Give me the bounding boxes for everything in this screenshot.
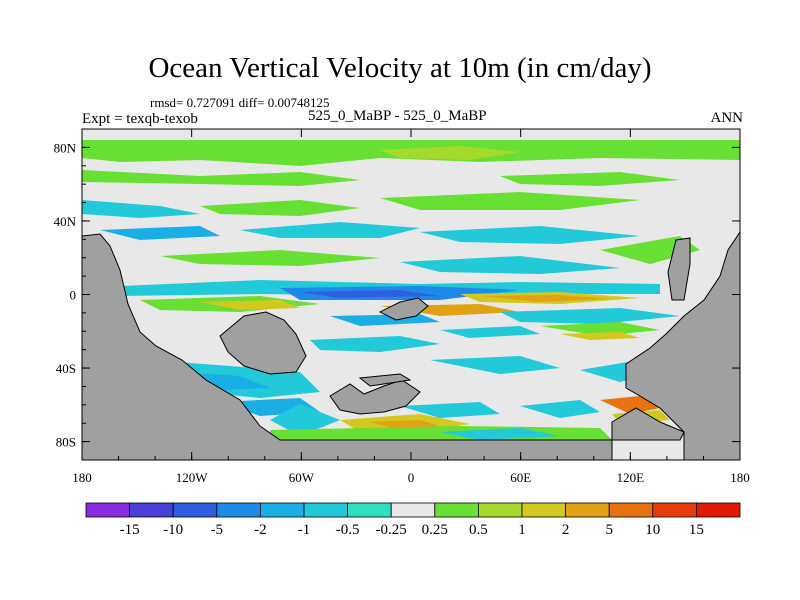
colorbar-label: -10 [163,522,183,538]
experiment-label: Expt = texqb-texob [82,111,198,127]
x-tick-label: 120W [176,470,209,485]
field-band [240,222,420,238]
colorbar-swatch [477,502,523,518]
colorbar-swatch [303,502,348,518]
colorbar-label: 10 [645,522,660,538]
field-band [82,170,360,186]
field-band [270,404,340,436]
land-mass [667,237,691,301]
field-band [380,192,640,210]
land-mass [329,379,421,415]
colorbar-swatch [696,502,741,518]
field-band [200,200,360,216]
field-band [540,322,660,336]
colorbar-swatch [608,502,654,518]
field-band [200,300,300,310]
field-band [430,356,560,374]
colorbar-swatch [652,502,697,518]
y-tick-label: 40N [54,214,77,229]
field-band [82,200,200,218]
colorbar: -15 -10 -5 -2 -1 -0.5 -0.25 0.25 0.5 1 2 5 10 15 [85,502,741,538]
land-mass [82,233,613,460]
x-tick-label: 0 [408,470,415,485]
field-band [500,172,680,186]
colorbar-label: 0.5 [469,522,488,538]
field-band [500,308,680,324]
land-mass [219,311,307,375]
stats-text: rmsd= 0.727091 diff= 0.00748125 [150,95,330,110]
field-band [520,400,600,418]
field-band [380,146,520,160]
x-tick-label: 60W [289,470,315,485]
x-tick-label: 180 [72,470,92,485]
colorbar-label: 5 [605,522,613,538]
colorbar-swatch [129,502,174,518]
x-tick-label: 120E [617,470,645,485]
chart-title: Ocean Vertical Velocity at 10m (in cm/da… [148,52,652,84]
colorbar-swatch [259,502,305,518]
colorbar-label: -2 [254,522,267,538]
y-tick-label: 80S [56,435,76,450]
x-tick-label: 60E [510,470,531,485]
field-band [400,402,500,418]
field-band [600,396,660,414]
y-tick-label: 0 [70,288,77,303]
field-band [400,256,620,274]
land-mass [625,231,740,460]
x-tick-label: 180 [730,470,750,485]
colorbar-label: 15 [689,522,704,538]
case-label: 525_0_MaBP - 525_0_MaBP [308,108,487,124]
field-band [420,226,640,244]
colorbar-swatch [172,502,218,518]
colorbar-label: 0.25 [422,522,448,538]
colorbar-label: -0.5 [336,522,360,538]
colorbar-swatch [390,502,436,518]
colorbar-label: -1 [298,522,311,538]
colorbar-swatch [434,502,479,518]
field-band [100,226,220,240]
colorbar-label: -5 [211,522,224,538]
colorbar-label: -15 [120,522,140,538]
colorbar-swatch [216,502,261,518]
season-label: ANN [710,110,744,126]
field-band [310,336,440,352]
y-tick-label: 40S [56,361,76,376]
colorbar-swatch [85,502,130,518]
colorbar-swatch [347,502,392,518]
field-band [440,326,540,338]
colorbar-label: 2 [562,522,570,538]
field-band [440,428,560,440]
map-field [82,129,740,460]
y-tick-label: 80N [54,140,77,155]
field-band [160,250,380,266]
colorbar-swatch [565,502,610,518]
colorbar-label: 1 [518,522,526,538]
land-mass [378,297,429,321]
field-band [560,332,640,340]
field-band [300,290,440,298]
colorbar-swatch [521,502,566,518]
field-band [480,295,610,302]
map-axes: 180 120W 60W 0 60E 120E 180 80N 40N 0 40S 80S [54,128,750,485]
colorbar-label: -0.25 [376,522,407,538]
land-mass [358,373,412,387]
